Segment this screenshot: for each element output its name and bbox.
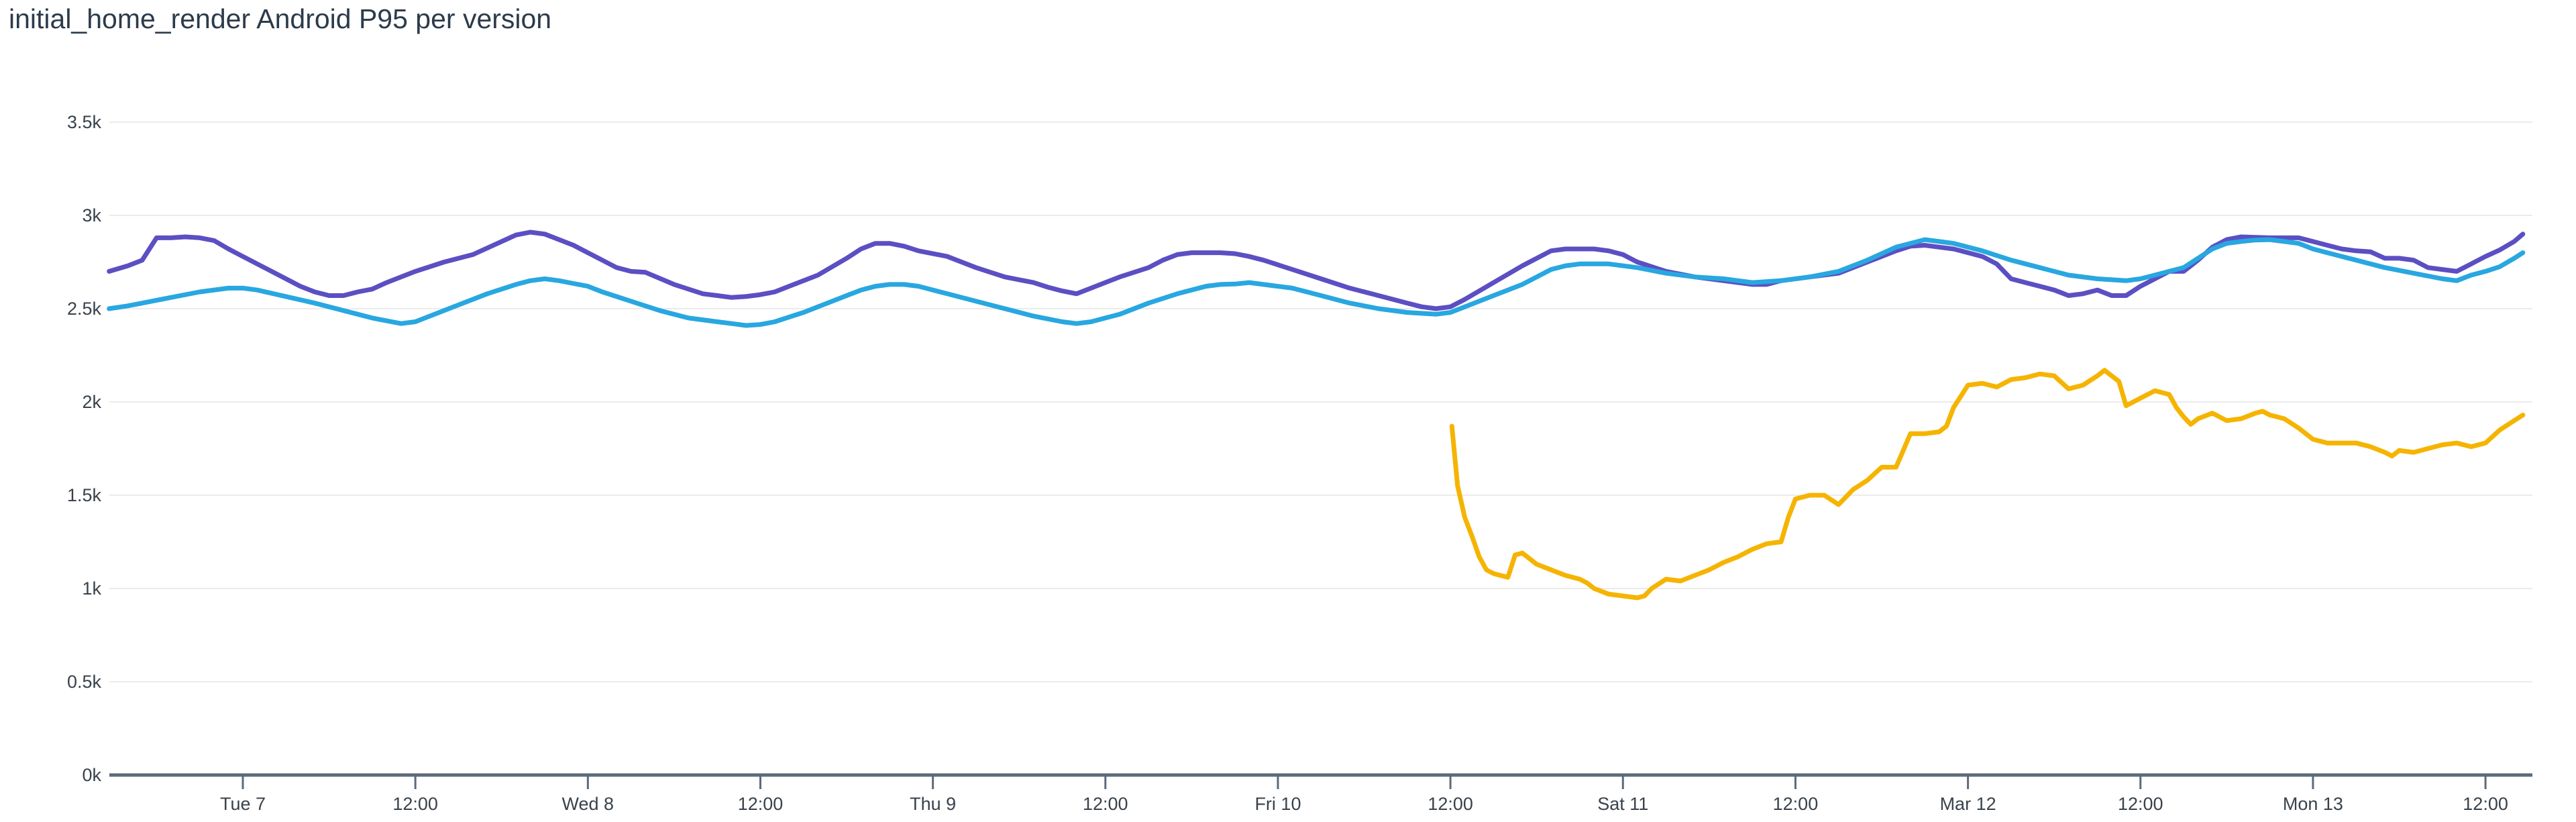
x-axis-label: 12:00 — [738, 794, 784, 814]
y-axis-label-2k: 2k — [82, 392, 101, 412]
x-axis-label: 12:00 — [1773, 794, 1819, 814]
x-axis-label: 12:00 — [1083, 794, 1128, 814]
chart-title: initial_home_render Android P95 per vers… — [9, 3, 552, 34]
y-axis-label-3.5k: 3.5k — [67, 112, 102, 132]
x-axis-label: Wed 8 — [562, 794, 614, 814]
y-axis-label-3k: 3k — [82, 205, 101, 225]
x-axis-label: Thu 9 — [910, 794, 956, 814]
x-axis-label: Mon 13 — [2283, 794, 2343, 814]
x-axis-label: Fri 10 — [1254, 794, 1301, 814]
x-axis-label: Tue 7 — [220, 794, 266, 814]
x-axis-label: 12:00 — [392, 794, 438, 814]
y-axis-label-1k: 1k — [82, 578, 101, 599]
x-axis-label: Sat 11 — [1597, 794, 1648, 814]
x-axis-label: 12:00 — [2118, 794, 2163, 814]
y-axis-label-0k: 0k — [82, 765, 101, 785]
series-yellow-line — [1449, 368, 2526, 601]
y-axis-label-0.5k: 0.5k — [67, 672, 102, 692]
y-axis-label-1.5k: 1.5k — [67, 485, 102, 505]
x-axis-label: 12:00 — [2463, 794, 2508, 814]
x-axis-label: Mar 12 — [1940, 794, 1996, 814]
series-blue-line — [107, 237, 2526, 328]
y-axis-label-2.5k: 2.5k — [67, 299, 102, 319]
x-axis-label: 12:00 — [1428, 794, 1473, 814]
series-purple-line — [107, 229, 2526, 311]
